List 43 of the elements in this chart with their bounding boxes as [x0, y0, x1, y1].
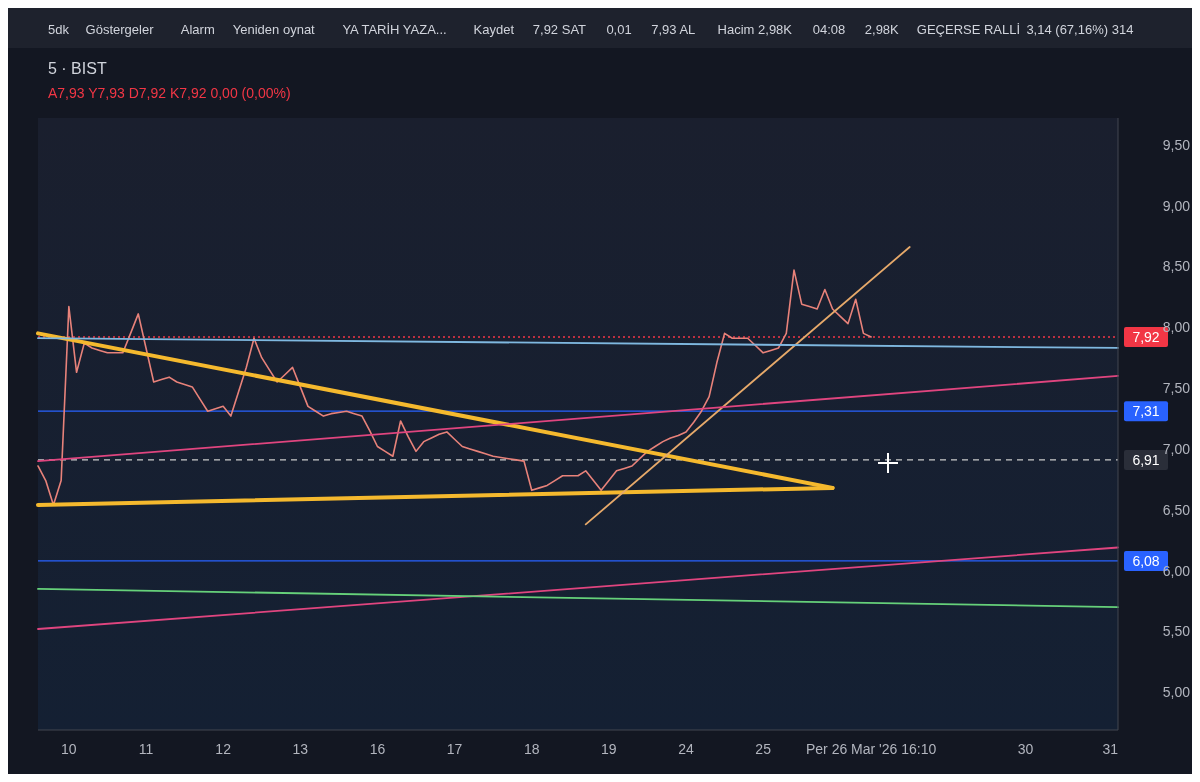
x-tick-label: 30	[1017, 741, 1034, 757]
y-tick-label: 5,50	[1162, 623, 1191, 640]
x-tick-label: 31	[1102, 741, 1119, 757]
x-tick-label: 18	[523, 741, 540, 757]
x-tick-label: 17	[446, 741, 463, 757]
x-tick-label: 19	[601, 741, 617, 757]
x-tick-label: Per 26 Mar '26 16:10	[805, 741, 937, 757]
text: 7,93 AL	[651, 22, 696, 37]
text: 7,92 SAT	[532, 22, 587, 37]
x-tick-label: 16	[369, 741, 386, 757]
ref-line-label: 7,92	[1132, 329, 1160, 346]
text: 5dk	[48, 22, 70, 37]
text: Alarm	[180, 22, 215, 37]
text: Yeniden oynat	[232, 22, 316, 37]
ref-line-label: 6,91	[1132, 451, 1160, 468]
text: YA TARİH YAZA...	[342, 22, 447, 37]
text: Hacim 2,98K	[717, 22, 793, 37]
y-tick-label: 8,50	[1162, 258, 1191, 275]
x-tick-label: 13	[292, 741, 309, 757]
chart-title: 5 · BIST	[48, 60, 107, 77]
text: Göstergeler	[85, 22, 155, 37]
y-tick-label: 9,00	[1162, 197, 1191, 214]
text: 0,01	[606, 22, 632, 37]
x-tick-label: 12	[215, 741, 232, 757]
text: Kaydet	[473, 22, 515, 37]
x-tick-label: 11	[138, 741, 154, 757]
y-tick-label: 7,00	[1162, 440, 1191, 457]
y-tick-label: 6,00	[1162, 562, 1191, 579]
ref-line-label: 7,31	[1132, 403, 1160, 420]
y-tick-label: 8,00	[1162, 319, 1191, 336]
text: 2,98K	[864, 22, 900, 37]
text: 04:08	[812, 22, 846, 37]
y-tick-label: 9,50	[1162, 136, 1191, 153]
y-tick-label: 5,00	[1162, 684, 1191, 701]
ref-line-label: 6,08	[1132, 552, 1160, 569]
y-tick-label: 6,50	[1162, 501, 1191, 518]
text: GEÇERSE RALLİ	[916, 22, 1021, 37]
y-tick-label: 7,50	[1162, 380, 1191, 397]
x-tick-label: 25	[755, 741, 772, 757]
x-tick-label: 10	[61, 741, 77, 757]
text: 3,14 (67,16%) 314	[1026, 22, 1134, 37]
x-tick-label: 24	[678, 741, 694, 757]
chart-subtitle: A7,93 Y7,93 D7,92 K7,92 0,00 (0,00%)	[48, 85, 291, 101]
